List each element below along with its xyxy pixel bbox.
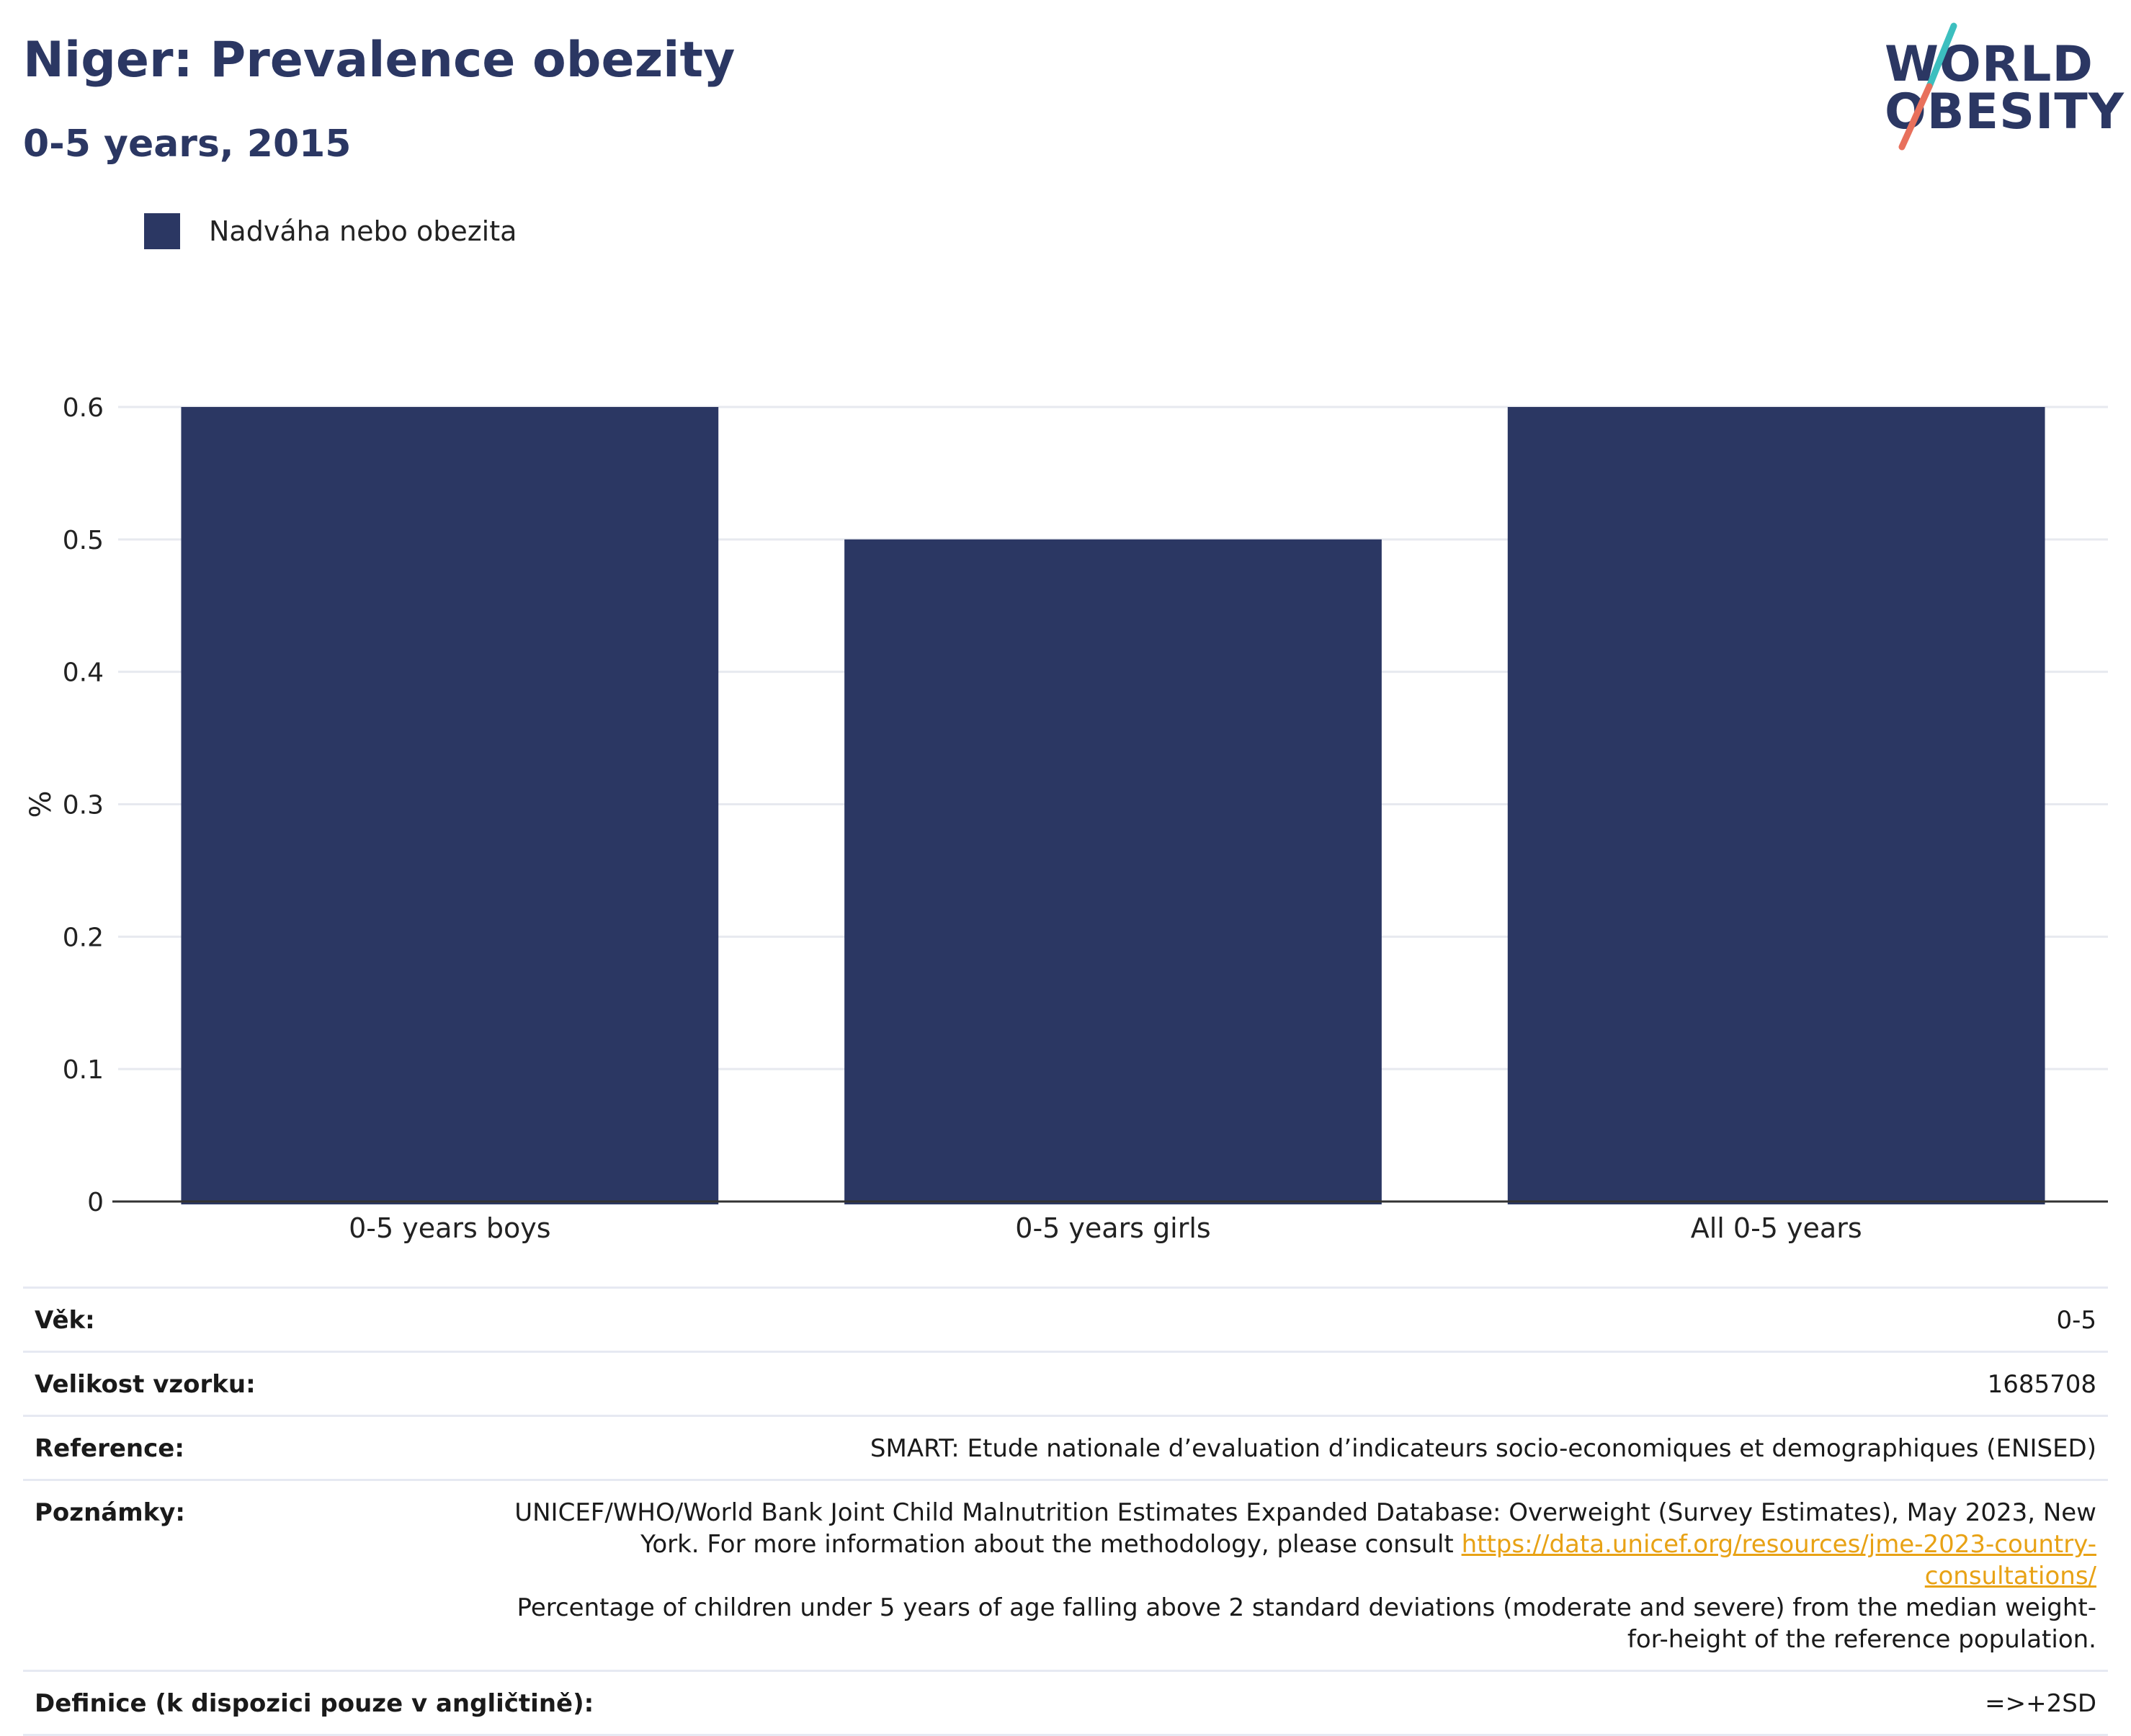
bar — [844, 539, 1382, 1204]
y-axis-title: % — [24, 790, 58, 818]
y-tick-label: 0.2 — [63, 923, 104, 952]
y-tick-label: 0.3 — [63, 791, 104, 820]
x-tick-label: All 0-5 years — [1691, 1212, 1862, 1244]
age-value: 0-5 — [2056, 1306, 2096, 1335]
y-tick-label: 0.4 — [63, 658, 104, 688]
sample-value: 1685708 — [1987, 1370, 2096, 1399]
chart-subtitle: 0-5 years, 2015 — [23, 122, 352, 166]
logo-line1: WORLD — [1885, 36, 2094, 93]
x-tick-label: 0-5 years girls — [1015, 1212, 1210, 1244]
reference-label: Reference: — [35, 1434, 184, 1463]
legend-swatch — [144, 213, 180, 249]
y-tick-label: 0.5 — [63, 526, 104, 555]
notes-label: Poznámky: — [35, 1498, 186, 1527]
x-tick-label: 0-5 years boys — [349, 1212, 550, 1244]
legend: Nadváha nebo obezita — [144, 213, 517, 249]
methodology-link[interactable]: https://data.unicef.org/resources/jme-20… — [1461, 1530, 2096, 1590]
definition-value: =>+2SD — [1985, 1689, 2096, 1718]
notes-definition-text: Percentage of children under 5 years of … — [517, 1593, 2096, 1654]
age-label: Věk: — [35, 1306, 95, 1335]
y-tick-label: 0.1 — [63, 1055, 104, 1085]
info-row-sample: Velikost vzorku: 1685708 — [23, 1351, 2108, 1415]
world-obesity-logo: WORLD OBESITY — [1873, 20, 2124, 157]
info-table: Věk: 0-5 Velikost vzorku: 1685708 Refere… — [23, 1287, 2108, 1736]
bar — [181, 407, 719, 1204]
logo-slash-icon — [1898, 22, 1957, 151]
info-row-reference: Reference: SMART: Etude nationale d’eval… — [23, 1415, 2108, 1479]
y-tick-label: 0.6 — [63, 393, 104, 423]
bar-chart: 0 0.1 0.2 0.3 0.4 0.5 0.6% 0-5 years boys 0-5 ye… — [24, 393, 2108, 1244]
info-row-notes: Poznámky: UNICEF/WHO/World Bank Joint Ch… — [23, 1479, 2108, 1670]
notes-value: UNICEF/WHO/World Bank Joint Child Malnut… — [511, 1497, 2096, 1655]
info-row-definition: Definice (k dispozici pouze v angličtině… — [23, 1670, 2108, 1736]
sample-label: Velikost vzorku: — [35, 1370, 256, 1399]
reference-value: SMART: Etude nationale d’evaluation d’in… — [870, 1434, 2096, 1463]
definition-label: Definice (k dispozici pouze v angličtině… — [35, 1689, 594, 1718]
bar — [1507, 407, 2045, 1204]
y-tick-label: 0 — [87, 1188, 104, 1217]
legend-label: Nadváha nebo obezita — [209, 215, 517, 247]
info-row-age: Věk: 0-5 — [23, 1287, 2108, 1351]
chart-title: Niger: Prevalence obezity — [23, 32, 736, 89]
notes-text: UNICEF/WHO/World Bank Joint Child Malnut… — [514, 1498, 2096, 1559]
